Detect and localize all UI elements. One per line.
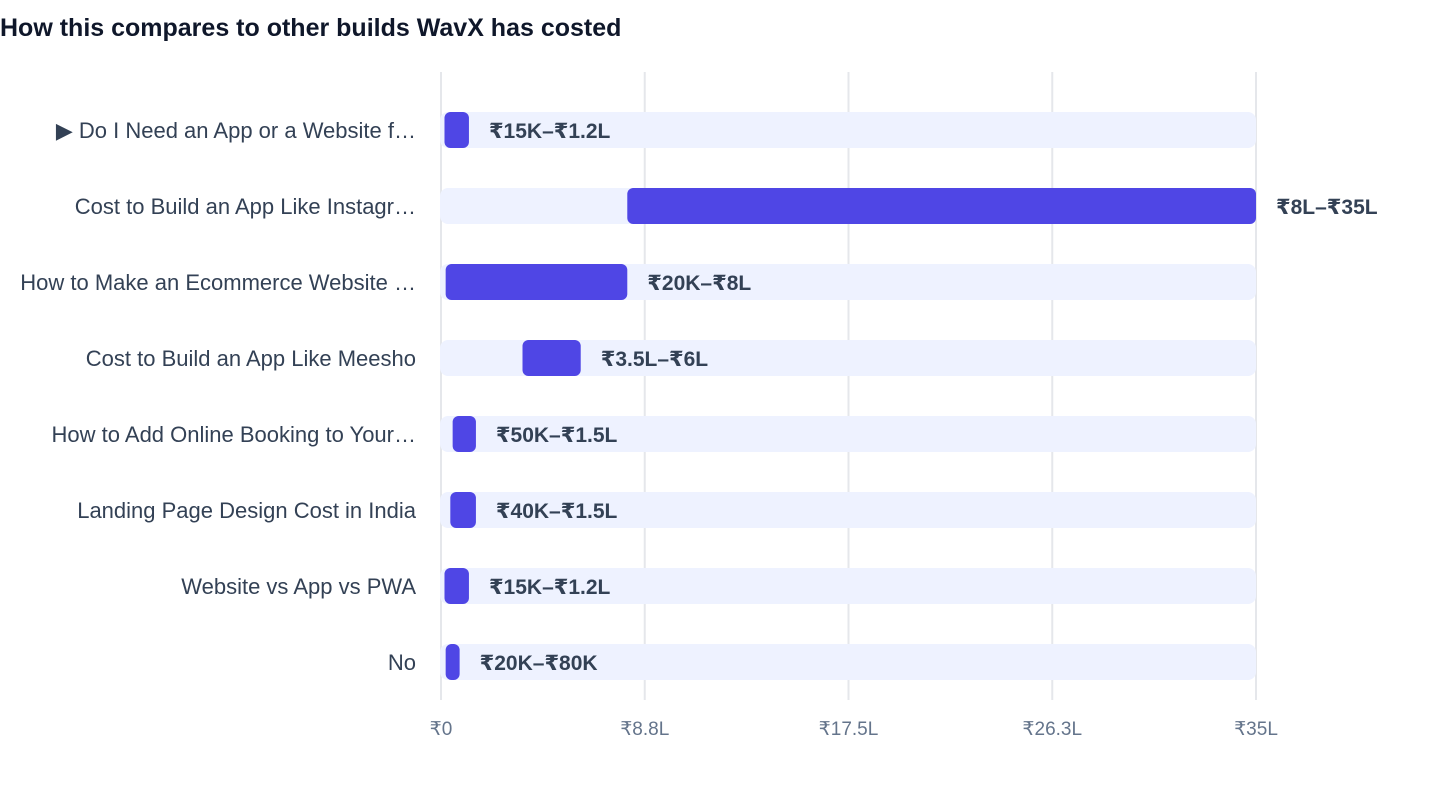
x-tick-label: ₹26.3L <box>1022 719 1082 740</box>
x-tick-label: ₹35L <box>1234 719 1278 740</box>
range-value-label: ₹40K–₹1.5L <box>496 500 618 523</box>
bar-track <box>440 416 1256 452</box>
row-label: Cost to Build an App Like Meesho <box>86 346 416 371</box>
bar-track <box>440 340 1256 376</box>
range-bar <box>450 492 476 528</box>
range-value-label: ₹20K–₹8L <box>647 272 751 295</box>
range-bar <box>444 568 469 604</box>
x-tick-label: ₹8.8L <box>620 719 669 740</box>
bar-track <box>440 112 1256 148</box>
bar-track <box>440 264 1256 300</box>
x-tick-label: ₹0 <box>430 719 453 740</box>
range-bars <box>444 112 1256 680</box>
range-bar <box>445 644 460 680</box>
grid-lines <box>440 72 1257 700</box>
range-value-label: ₹15K–₹1.2L <box>489 576 611 599</box>
range-bar <box>445 264 628 300</box>
range-value-label: ₹20K–₹80K <box>480 652 598 675</box>
range-bar <box>452 416 476 452</box>
row-label: How to Add Online Booking to Your… <box>52 422 416 447</box>
range-bar <box>522 340 581 376</box>
chart-title: How this compares to other builds WavX h… <box>0 14 622 42</box>
range-bar <box>627 188 1256 224</box>
row-label: No <box>388 650 416 675</box>
row-label: Landing Page Design Cost in India <box>77 498 417 523</box>
range-value-label: ₹15K–₹1.2L <box>489 120 611 143</box>
row-labels: ▶ Do I Need an App or a Website f… Cost t… <box>20 118 416 675</box>
range-value-label: ₹8L–₹35L <box>1276 196 1378 219</box>
x-tick-label: ₹17.5L <box>819 719 879 740</box>
row-label: ▶ Do I Need an App or a Website f… <box>56 118 416 143</box>
bar-track <box>440 644 1256 680</box>
bar-track <box>440 568 1256 604</box>
row-label: How to Make an Ecommerce Website … <box>20 270 416 295</box>
range-value-label: ₹50K–₹1.5L <box>496 424 618 447</box>
range-bar <box>444 112 469 148</box>
range-value-labels: ₹15K–₹1.2L ₹8L–₹35L ₹20K–₹8L ₹3.5L–₹6L ₹50K–… <box>480 120 1378 675</box>
row-label: Website vs App vs PWA <box>181 574 416 599</box>
range-value-label: ₹3.5L–₹6L <box>601 348 709 371</box>
row-label: Cost to Build an App Like Instagr… <box>75 194 416 219</box>
bar-track <box>440 492 1256 528</box>
x-axis-ticks: ₹0 ₹8.8L ₹17.5L ₹26.3L ₹35L <box>430 719 1278 740</box>
